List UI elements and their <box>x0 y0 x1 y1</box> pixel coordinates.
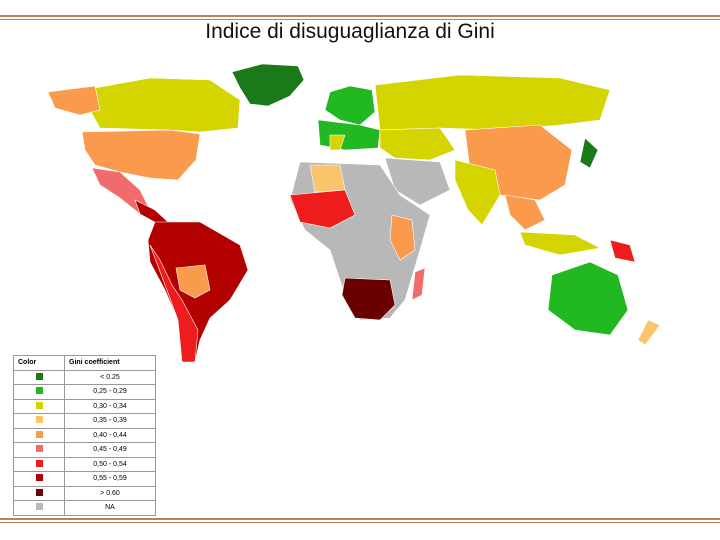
legend-row: > 0.60 <box>13 485 156 501</box>
swatch-cell <box>13 485 65 501</box>
range-label: 0,55 - 0,59 <box>64 471 156 487</box>
range-label: 0,25 - 0,29 <box>64 384 156 400</box>
swatch-cell <box>13 500 65 516</box>
color-swatch <box>35 474 43 482</box>
swatch-cell <box>13 442 65 458</box>
legend-row: 0,50 - 0,54 <box>13 456 156 472</box>
color-swatch <box>35 387 43 395</box>
range-label: 0,35 - 0,39 <box>64 413 156 429</box>
range-label: NA <box>64 500 156 516</box>
swatch-cell <box>13 369 65 385</box>
range-label: 0,45 - 0,49 <box>64 442 156 458</box>
color-swatch <box>35 503 43 511</box>
central-europe <box>329 134 346 151</box>
new-zealand <box>637 319 661 346</box>
color-swatch <box>35 430 43 438</box>
russia <box>374 74 611 131</box>
swatch-cell <box>13 398 65 414</box>
swatch-cell <box>13 471 65 487</box>
canada <box>89 77 241 133</box>
legend-row: 0,55 - 0,59 <box>13 471 156 487</box>
title: Indice di disuguaglianza di Gini <box>205 20 495 43</box>
usa <box>81 129 201 181</box>
indonesia <box>519 231 601 256</box>
legend-row: 0,30 - 0,34 <box>13 398 156 414</box>
legend-row: 0,35 - 0,39 <box>13 413 156 429</box>
bolivia-paraguay <box>175 264 211 299</box>
sahel <box>309 164 346 193</box>
papua <box>609 239 636 263</box>
range-label: 0,50 - 0,54 <box>64 456 156 472</box>
range-label: > 0.60 <box>64 485 156 501</box>
europe <box>317 119 381 151</box>
top-rule <box>0 19 720 20</box>
swatch-cell <box>13 413 65 429</box>
legend-row: 0,45 - 0,49 <box>13 442 156 458</box>
southeast-asia <box>504 194 546 231</box>
bottom-rule <box>0 518 720 520</box>
japan <box>579 137 599 169</box>
range-label: 0,40 - 0,44 <box>64 427 156 443</box>
legend-row: 0,25 - 0,29 <box>13 384 156 400</box>
color-swatch <box>35 488 43 496</box>
bottom-rule <box>0 522 720 523</box>
legend-header: Color Gini coefficient <box>13 355 156 371</box>
swatch-cell <box>13 384 65 400</box>
range-label: < 0.25 <box>64 369 156 385</box>
legend-row: < 0.25 <box>13 369 156 385</box>
color-swatch <box>35 416 43 424</box>
legend-table: Color Gini coefficient < 0.25 0,25 - 0,29… <box>13 355 156 516</box>
top-rule <box>0 15 720 17</box>
legend-row: 0,40 - 0,44 <box>13 427 156 443</box>
swatch-cell <box>13 456 65 472</box>
australia <box>547 261 629 336</box>
greenland <box>231 63 305 107</box>
alaska <box>47 85 101 116</box>
legend-row: NA <box>13 500 156 516</box>
color-swatch <box>35 445 43 453</box>
color-swatch <box>35 372 43 380</box>
range-label: 0,30 - 0,34 <box>64 398 156 414</box>
india <box>454 159 501 226</box>
east-africa <box>389 214 416 261</box>
southern-africa <box>341 277 396 321</box>
andes <box>149 244 199 363</box>
scandinavia <box>324 85 376 126</box>
madagascar <box>411 267 426 301</box>
swatch-cell <box>13 427 65 443</box>
central-asia <box>379 127 456 161</box>
central-america <box>134 199 169 226</box>
color-swatch <box>35 459 43 467</box>
header-cell: Gini coefficient <box>64 355 156 371</box>
header-cell: Color <box>13 355 65 371</box>
color-swatch <box>35 401 43 409</box>
